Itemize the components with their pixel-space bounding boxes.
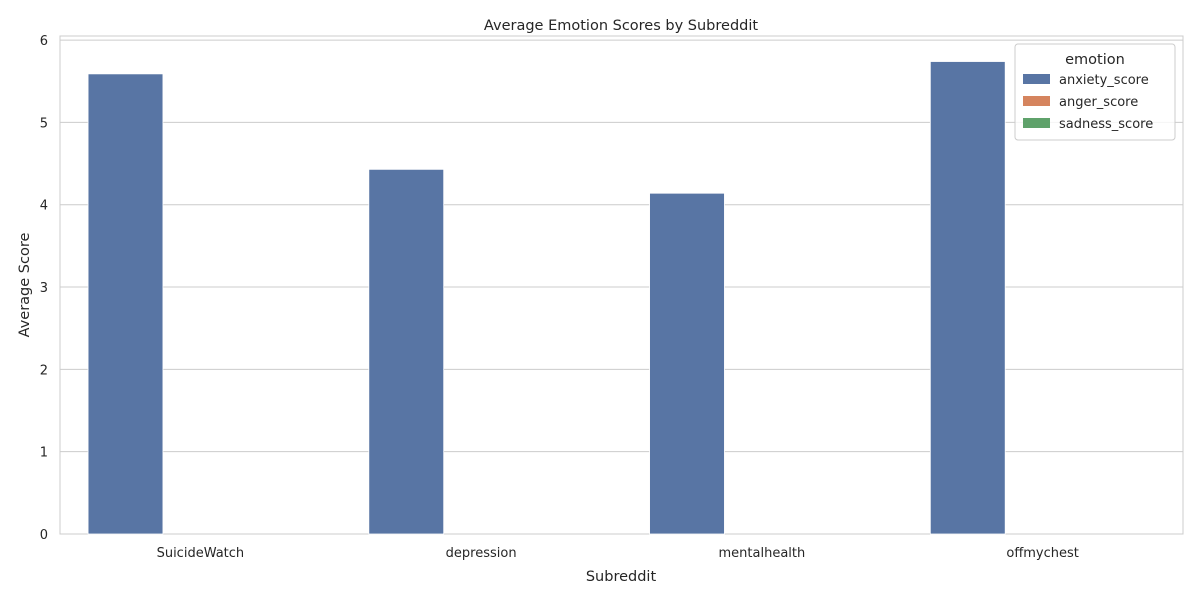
y-tick-label: 2 bbox=[40, 363, 48, 378]
x-axis-label: Subreddit bbox=[586, 569, 657, 585]
legend-swatch-anger_score bbox=[1023, 96, 1050, 106]
legend-label-sadness_score: sadness_score bbox=[1059, 117, 1153, 132]
bars bbox=[87, 61, 1006, 535]
legend-swatch-sadness_score bbox=[1023, 118, 1050, 128]
legend: emotion anxiety_score anger_score sadness_… bbox=[1014, 43, 1176, 141]
x-tick-label: SuicideWatch bbox=[157, 546, 245, 561]
chart-title: Average Emotion Scores by Subreddit bbox=[484, 18, 758, 34]
legend-items: anxiety_score anger_score sadness_score bbox=[1023, 73, 1153, 132]
bar-anxiety_score-depression bbox=[368, 168, 445, 535]
x-ticks: SuicideWatch depression mentalhealth offmyc… bbox=[157, 546, 1079, 561]
x-tick-label: depression bbox=[446, 546, 517, 561]
legend-swatch-anxiety_score bbox=[1023, 74, 1050, 84]
x-tick-label: mentalhealth bbox=[719, 546, 806, 561]
bar-anxiety_score-offmychest bbox=[929, 61, 1006, 535]
legend-label-anxiety_score: anxiety_score bbox=[1059, 73, 1149, 88]
y-tick-label: 6 bbox=[40, 34, 48, 49]
y-axis-label: Average Score bbox=[17, 233, 33, 338]
y-ticks: 0 1 2 3 4 5 6 bbox=[40, 34, 48, 543]
bar-anxiety_score-SuicideWatch bbox=[87, 73, 164, 535]
legend-box bbox=[1014, 43, 1176, 141]
legend-label-anger_score: anger_score bbox=[1059, 95, 1138, 110]
legend-title: emotion bbox=[1065, 52, 1125, 68]
y-tick-label: 0 bbox=[40, 528, 48, 543]
y-tick-label: 5 bbox=[40, 116, 48, 131]
bar-anxiety_score-mentalhealth bbox=[649, 192, 725, 535]
y-tick-label: 4 bbox=[40, 199, 48, 214]
y-tick-label: 1 bbox=[40, 446, 48, 461]
x-tick-label: offmychest bbox=[1006, 546, 1079, 561]
y-tick-label: 3 bbox=[40, 281, 48, 296]
